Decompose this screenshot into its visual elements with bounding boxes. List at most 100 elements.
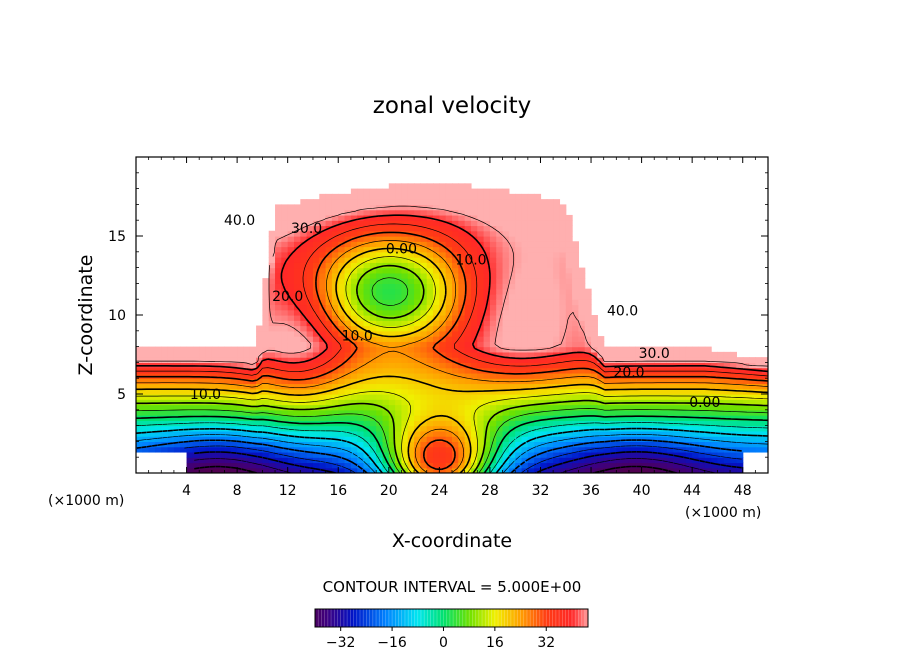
heatmap-cell (679, 425, 687, 432)
heatmap-cell (685, 451, 693, 458)
heatmap-cell (591, 462, 598, 469)
heatmap-cell (534, 278, 542, 284)
heatmap-cell (414, 320, 421, 327)
heatmap-cell (331, 330, 339, 337)
heatmap-cell (325, 336, 333, 342)
heatmap-cell (331, 241, 339, 248)
heatmap-cell (647, 372, 655, 379)
heatmap-cell (319, 383, 327, 390)
heatmap-cell (572, 383, 579, 390)
heatmap-cell (458, 309, 466, 316)
heatmap-cell (363, 209, 371, 216)
heatmap-cell (578, 404, 586, 411)
heatmap-cell (477, 351, 485, 358)
heatmap-cell (300, 262, 308, 269)
heatmap-cell (477, 420, 485, 427)
heatmap-cell (452, 372, 459, 379)
heatmap-cell (496, 251, 504, 258)
heatmap-cell (439, 425, 447, 432)
heatmap-cell (268, 367, 276, 374)
heatmap-cell (452, 446, 459, 453)
heatmap-cell (515, 415, 523, 421)
heatmap-cell (534, 267, 542, 274)
heatmap-cell (319, 199, 327, 205)
heatmap-cell (420, 383, 428, 390)
heatmap-cell (603, 404, 611, 411)
heatmap-cell (414, 341, 421, 348)
heatmap-cell (717, 451, 725, 458)
heatmap-cell (477, 325, 485, 332)
heatmap-cell (711, 462, 719, 469)
heatmap-cell (502, 378, 510, 385)
heatmap-cell (736, 420, 744, 427)
heatmap-cell (515, 320, 523, 327)
heatmap-cell (673, 436, 681, 442)
heatmap-cell (294, 351, 301, 358)
heatmap-cell (382, 272, 390, 279)
heatmap-cell (439, 362, 447, 369)
colorbar-cell (376, 609, 380, 627)
heatmap-cell (534, 415, 542, 421)
heatmap-cell (388, 246, 396, 253)
heatmap-cell (591, 394, 598, 400)
heatmap-cell (338, 199, 346, 205)
heatmap-cell (331, 320, 339, 327)
heatmap-cell (666, 441, 674, 448)
heatmap-cell (496, 330, 504, 337)
heatmap-cell (136, 378, 143, 385)
heatmap-cell (496, 220, 504, 227)
heatmap-cell (553, 251, 561, 258)
heatmap-cell (294, 441, 301, 448)
heatmap-cell (489, 399, 497, 406)
heatmap-cell (439, 309, 447, 316)
heatmap-cell (502, 399, 510, 406)
heatmap-cell (275, 304, 282, 311)
heatmap-cell (489, 441, 497, 448)
heatmap-cell (331, 415, 339, 421)
heatmap-cell (540, 209, 548, 216)
heatmap-cell (635, 367, 643, 374)
heatmap-cell (287, 341, 295, 348)
heatmap-cell (249, 357, 257, 363)
heatmap-cell (584, 309, 592, 316)
heatmap-cell (357, 446, 365, 453)
heatmap-cell (730, 394, 737, 400)
heatmap-cell (489, 383, 497, 390)
heatmap-cell (559, 372, 567, 379)
heatmap-cell (445, 341, 453, 348)
heatmap-cell (350, 193, 358, 200)
heatmap-cell (723, 467, 731, 473)
heatmap-cell (363, 346, 371, 353)
heatmap-cell (483, 241, 491, 248)
heatmap-cell (483, 325, 491, 332)
heatmap-cell (376, 351, 384, 358)
heatmap-cell (287, 315, 295, 321)
heatmap-cell (736, 409, 744, 416)
colorbar-cell (327, 609, 332, 627)
heatmap-cell (275, 383, 282, 390)
heatmap-cell (287, 357, 295, 363)
heatmap-cell (742, 441, 750, 448)
heatmap-cell (294, 346, 301, 353)
heatmap-cell (350, 446, 358, 453)
heatmap-cell (515, 283, 523, 290)
heatmap-cell (312, 441, 320, 448)
heatmap-cell (660, 436, 668, 442)
heatmap-cell (224, 388, 232, 395)
heatmap-cell (540, 225, 548, 232)
heatmap-cell (692, 357, 700, 363)
heatmap-cell (464, 204, 472, 211)
colorbar-cell (465, 609, 470, 627)
heatmap-cell (306, 441, 314, 448)
heatmap-cell (584, 378, 592, 385)
heatmap-cell (382, 236, 390, 242)
heatmap-cell (622, 430, 630, 437)
heatmap-cell (211, 346, 219, 353)
heatmap-cell (470, 425, 478, 432)
heatmap-cell (521, 336, 529, 342)
heatmap-cell (186, 409, 194, 416)
heatmap-cell (281, 446, 289, 453)
heatmap-cell (540, 262, 548, 269)
heatmap-cell (452, 214, 459, 221)
heatmap-cell (464, 378, 472, 385)
